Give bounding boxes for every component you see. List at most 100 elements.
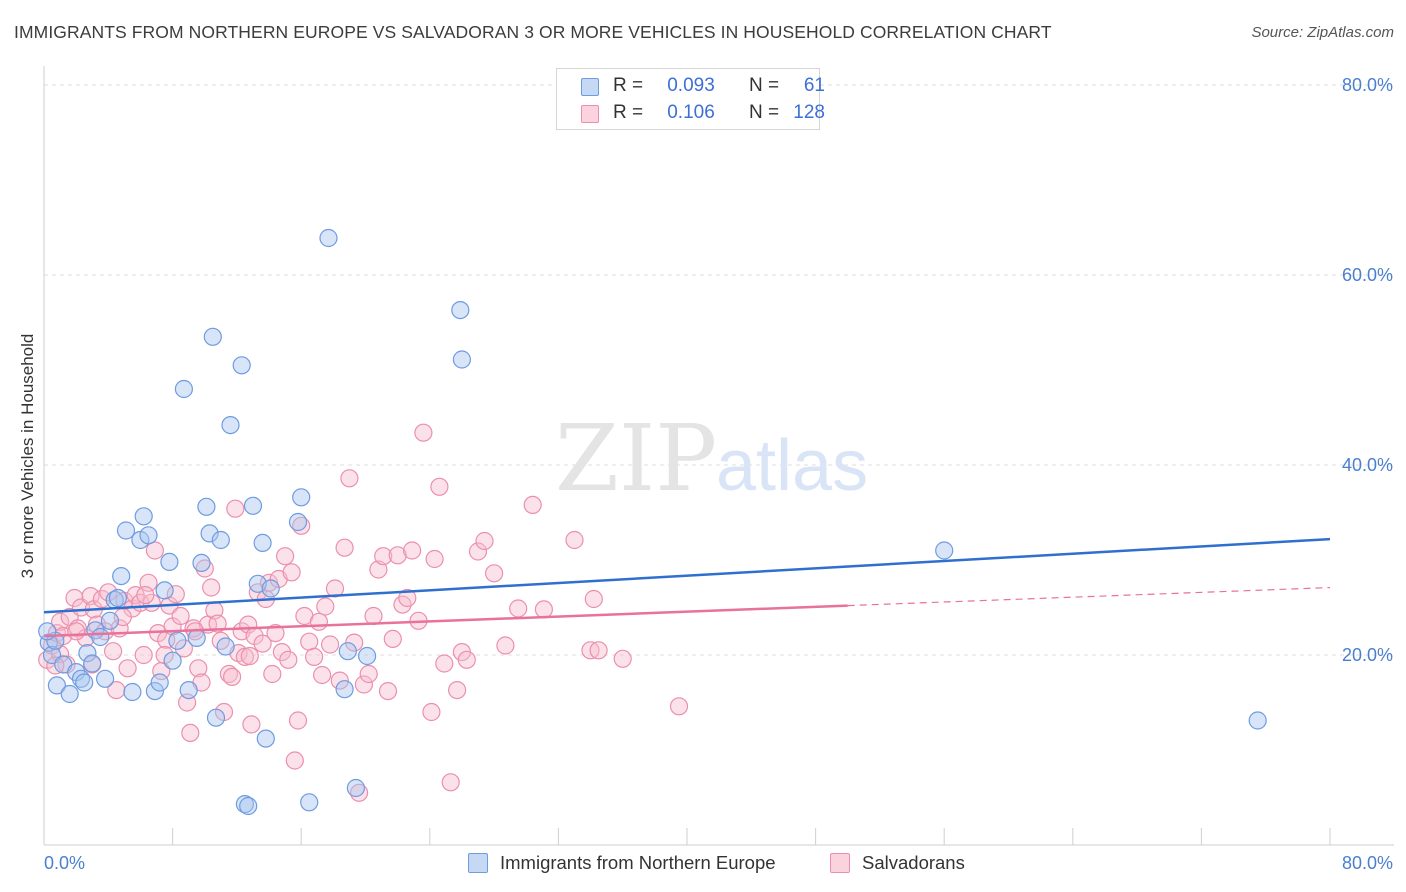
y-tick-label: 80.0% — [1342, 75, 1393, 95]
watermark-atlas: atlas — [716, 426, 868, 506]
point-northern-europe — [197, 497, 216, 516]
point-northern-europe — [145, 681, 164, 701]
point-salvadoran — [468, 542, 488, 561]
point-northern-europe — [346, 778, 365, 798]
point-northern-europe — [163, 651, 182, 670]
legend-n-label: N = — [749, 75, 780, 96]
point-northern-europe — [232, 356, 251, 375]
point-salvadoran — [565, 530, 584, 550]
point-salvadoran — [171, 606, 190, 626]
tick-labels: 20.0% 40.0% 60.0% 80.0% 0.0% 80.0% — [44, 75, 1393, 873]
legend-r-label: R = — [613, 102, 644, 123]
point-northern-europe — [91, 627, 110, 647]
point-northern-europe — [206, 708, 226, 727]
point-salvadoran — [305, 647, 324, 667]
point-salvadoran — [383, 629, 402, 649]
point-northern-europe — [150, 673, 169, 692]
point-salvadoran — [359, 664, 378, 684]
point-salvadoran — [425, 549, 444, 569]
point-northern-europe — [174, 379, 193, 399]
point-salvadoran — [279, 650, 298, 669]
correlation-legend: R = 0.093 N = 61 R = 0.106 N = 128 — [556, 68, 825, 130]
point-northern-europe — [192, 553, 211, 573]
point-northern-europe — [78, 643, 97, 663]
x-tick-label: 0.0% — [44, 853, 85, 873]
point-salvadoran — [103, 642, 123, 661]
point-northern-europe — [358, 646, 377, 666]
point-northern-europe — [216, 637, 235, 656]
point-salvadoran — [184, 619, 203, 638]
point-salvadoran — [288, 711, 308, 730]
point-salvadoran — [285, 751, 304, 770]
point-northern-europe — [261, 579, 280, 598]
point-salvadoran — [211, 631, 230, 650]
point-salvadoran — [669, 697, 689, 716]
point-salvadoran — [613, 649, 632, 668]
point-salvadoran — [422, 702, 441, 722]
point-salvadoran — [398, 588, 417, 608]
point-salvadoran — [340, 469, 359, 488]
legend-n-value: 128 — [793, 102, 825, 123]
point-salvadoran — [313, 665, 332, 685]
point-salvadoran — [50, 612, 70, 631]
point-northern-europe — [300, 793, 319, 812]
point-northern-europe — [123, 682, 142, 702]
point-northern-europe — [935, 541, 954, 560]
point-northern-europe — [112, 566, 131, 586]
point-northern-europe — [239, 796, 258, 816]
point-northern-europe — [319, 228, 338, 248]
legend-n-value: 61 — [803, 75, 825, 96]
point-northern-europe — [243, 496, 263, 515]
point-salvadoran — [316, 597, 335, 616]
point-northern-europe — [203, 327, 222, 346]
point-salvadoran — [475, 531, 494, 551]
y-tick-label: 20.0% — [1342, 645, 1393, 665]
point-northern-europe — [335, 680, 354, 699]
point-northern-europe — [221, 416, 240, 435]
point-salvadoran — [496, 636, 515, 655]
point-salvadoran — [145, 541, 164, 560]
legend-swatch-blue — [581, 78, 599, 96]
trend-lines — [43, 537, 1331, 638]
bottom-legend-swatch-pink — [830, 853, 850, 873]
point-salvadoran — [589, 641, 608, 660]
x-tick-label: 80.0% — [1342, 853, 1393, 873]
point-northern-europe — [211, 530, 230, 550]
point-salvadoran — [223, 667, 242, 687]
point-salvadoran — [253, 634, 272, 653]
point-salvadoran — [403, 541, 422, 560]
bottom-legend-label: Salvadorans — [862, 852, 965, 873]
trendline-northern-europe — [43, 537, 1331, 614]
point-northern-europe — [288, 512, 308, 532]
point-salvadoran — [354, 675, 373, 694]
point-salvadoran — [181, 723, 200, 743]
bottom-legend-label: Immigrants from Northern Europe — [500, 852, 776, 873]
point-salvadoran — [350, 783, 369, 802]
point-northern-europe — [187, 628, 206, 648]
point-salvadoran — [414, 423, 433, 442]
point-salvadoran — [457, 650, 476, 669]
point-salvadoran — [263, 664, 282, 684]
point-salvadoran — [95, 622, 115, 641]
point-salvadoran — [118, 659, 137, 678]
point-salvadoran — [330, 671, 349, 690]
point-salvadoran — [448, 680, 467, 700]
watermark-zip: ZIP — [555, 405, 717, 512]
legend-r-value: 0.106 — [667, 102, 715, 123]
legend-n-label: N = — [749, 102, 780, 123]
point-northern-europe — [75, 673, 94, 692]
point-northern-europe — [451, 301, 470, 320]
point-salvadoran — [374, 547, 393, 566]
point-northern-europe — [235, 794, 254, 814]
point-salvadoran — [92, 589, 112, 609]
point-salvadoran — [202, 578, 221, 597]
point-salvadoran — [276, 547, 295, 566]
point-northern-europe — [200, 524, 219, 543]
point-salvadoran — [430, 477, 449, 496]
point-northern-europe — [134, 507, 153, 526]
point-salvadoran — [485, 564, 504, 583]
point-salvadoran — [266, 623, 285, 643]
point-salvadoran — [166, 585, 185, 604]
point-northern-europe — [155, 581, 174, 600]
